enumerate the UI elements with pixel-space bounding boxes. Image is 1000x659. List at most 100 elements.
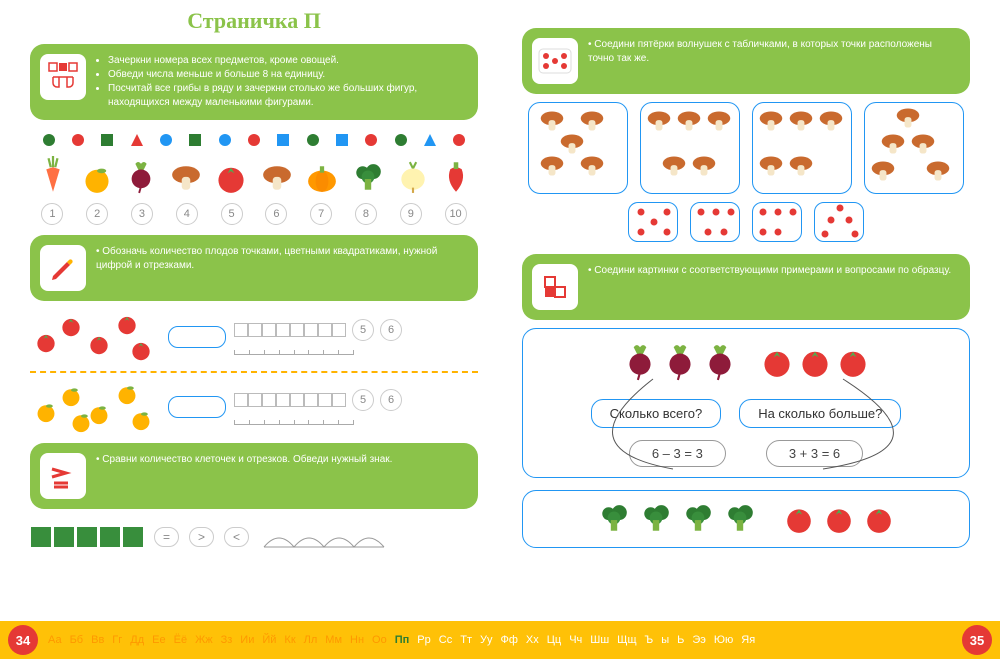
sign-lt[interactable]: < <box>224 527 249 547</box>
alpha-letter: Ее <box>152 634 165 646</box>
dice-card[interactable] <box>690 202 740 242</box>
squares-strip[interactable] <box>234 323 346 337</box>
number-line <box>234 345 354 355</box>
produce-item[interactable] <box>82 164 112 199</box>
equation-1[interactable]: 6 – 3 = 3 <box>629 440 726 467</box>
alpha-letter: Ъ <box>645 634 654 646</box>
number-pill[interactable]: 8 <box>355 203 377 225</box>
alpha-letter: Лл <box>304 634 318 646</box>
divider-wavy <box>30 371 478 373</box>
pencil-icon <box>40 245 86 291</box>
produce-item[interactable] <box>352 162 384 199</box>
number-pill[interactable]: 6 <box>265 203 287 225</box>
task5-text: • Соедини картинки с соответствующими пр… <box>588 264 951 278</box>
task1-line2: Обведи числа меньше и больше 8 на единиц… <box>108 68 466 82</box>
alpha-letter: Рр <box>417 634 430 646</box>
dice-card[interactable] <box>628 202 678 242</box>
alpha-letter: Тт <box>460 634 472 646</box>
produce-item[interactable] <box>398 160 428 199</box>
number-pill[interactable]: 9 <box>400 203 422 225</box>
beets-group <box>623 343 737 381</box>
question-diff[interactable]: На сколько больше? <box>739 399 901 428</box>
num-option[interactable]: 5 <box>352 319 374 341</box>
produce-item[interactable] <box>37 156 69 199</box>
mushroom-card[interactable] <box>752 102 852 194</box>
produce-item[interactable] <box>215 162 247 199</box>
dice-card[interactable] <box>752 202 802 242</box>
mushroom-card[interactable] <box>864 102 964 194</box>
blocks-icon <box>532 264 578 310</box>
equation-2[interactable]: 3 + 3 = 6 <box>766 440 863 467</box>
shape-sq <box>101 134 113 146</box>
alpha-letter: Йй <box>262 634 276 646</box>
task1-icon <box>40 54 86 100</box>
produce-item[interactable] <box>126 160 156 199</box>
alpha-letter: Шш <box>590 634 609 646</box>
alpha-letter: Ээ <box>692 634 706 646</box>
produce-item[interactable] <box>261 162 293 199</box>
alpha-letter: Ь <box>677 634 684 646</box>
alpha-letter: Цц <box>547 634 561 646</box>
mushroom-card[interactable] <box>528 102 628 194</box>
dice-row <box>522 202 970 242</box>
dots-answer[interactable] <box>168 326 226 348</box>
alpha-letter: Хх <box>526 634 539 646</box>
number-pill[interactable]: 2 <box>86 203 108 225</box>
shape-ci <box>43 134 55 146</box>
compare-icon <box>40 453 86 499</box>
alpha-letter: Уу <box>480 634 493 646</box>
count-exercise: 5656 <box>30 309 478 435</box>
shape-ci <box>307 134 319 146</box>
num-option[interactable]: 6 <box>380 319 402 341</box>
sign-gt[interactable]: > <box>189 527 214 547</box>
dice-icon <box>532 38 578 84</box>
number-line <box>234 415 354 425</box>
items-row <box>30 152 478 201</box>
sign-eq[interactable]: = <box>154 527 179 547</box>
tomatoes-group <box>761 346 869 378</box>
alpha-letter: Яя <box>741 634 755 646</box>
produce-item[interactable] <box>170 162 202 199</box>
num-option[interactable]: 6 <box>380 389 402 411</box>
alpha-letter: Гг <box>112 634 122 646</box>
produce-item[interactable] <box>441 160 471 199</box>
number-pill[interactable]: 3 <box>131 203 153 225</box>
produce-item[interactable] <box>306 162 338 199</box>
arc-segments <box>259 523 389 551</box>
page-left: Страничка П Зачеркни номера всех предмет… <box>0 0 500 621</box>
task1-text: Зачеркни номера всех предметов, кроме ов… <box>96 54 466 110</box>
number-pill[interactable]: 5 <box>221 203 243 225</box>
task3-text: • Сравни количество клеточек и отрезков.… <box>96 453 392 467</box>
shape-tr <box>131 134 143 146</box>
alpha-letter: Кк <box>284 634 295 646</box>
shape-ci <box>453 134 465 146</box>
number-pill[interactable]: 7 <box>310 203 332 225</box>
number-pill[interactable]: 1 <box>41 203 63 225</box>
dots-answer[interactable] <box>168 396 226 418</box>
num-option[interactable]: 5 <box>352 389 374 411</box>
alpha-letter: Зз <box>221 634 233 646</box>
tomato-cluster <box>30 313 160 361</box>
compare-row: = > < <box>30 517 478 557</box>
alpha-active: Пп <box>395 634 410 646</box>
task1-line3: Посчитай все грибы в ряду и зачеркни сто… <box>108 82 466 110</box>
number-pill[interactable]: 4 <box>176 203 198 225</box>
task1-banner: Зачеркни номера всех предметов, кроме ов… <box>30 44 478 120</box>
alpha-letter: Юю <box>714 634 733 646</box>
number-pill[interactable]: 10 <box>445 203 467 225</box>
task3-banner: • Сравни количество клеточек и отрезков.… <box>30 443 478 509</box>
page-title: Страничка П <box>30 8 478 34</box>
numbers-row: 1 2 3 4 56 7 8 9 10 <box>30 201 478 235</box>
broccoli-group <box>598 503 756 535</box>
shape-ci <box>219 134 231 146</box>
mushroom-card[interactable] <box>640 102 740 194</box>
question-total[interactable]: Сколько всего? <box>591 399 722 428</box>
shape-ci <box>160 134 172 146</box>
alpha-letter: Щщ <box>617 634 636 646</box>
shape-sq <box>336 134 348 146</box>
squares-strip[interactable] <box>234 393 346 407</box>
match-panel-1: Сколько всего? На сколько больше? 6 – 3 … <box>522 328 970 478</box>
match-panel-2 <box>522 490 970 548</box>
dice-card[interactable] <box>814 202 864 242</box>
alpha-letter: Чч <box>569 634 582 646</box>
